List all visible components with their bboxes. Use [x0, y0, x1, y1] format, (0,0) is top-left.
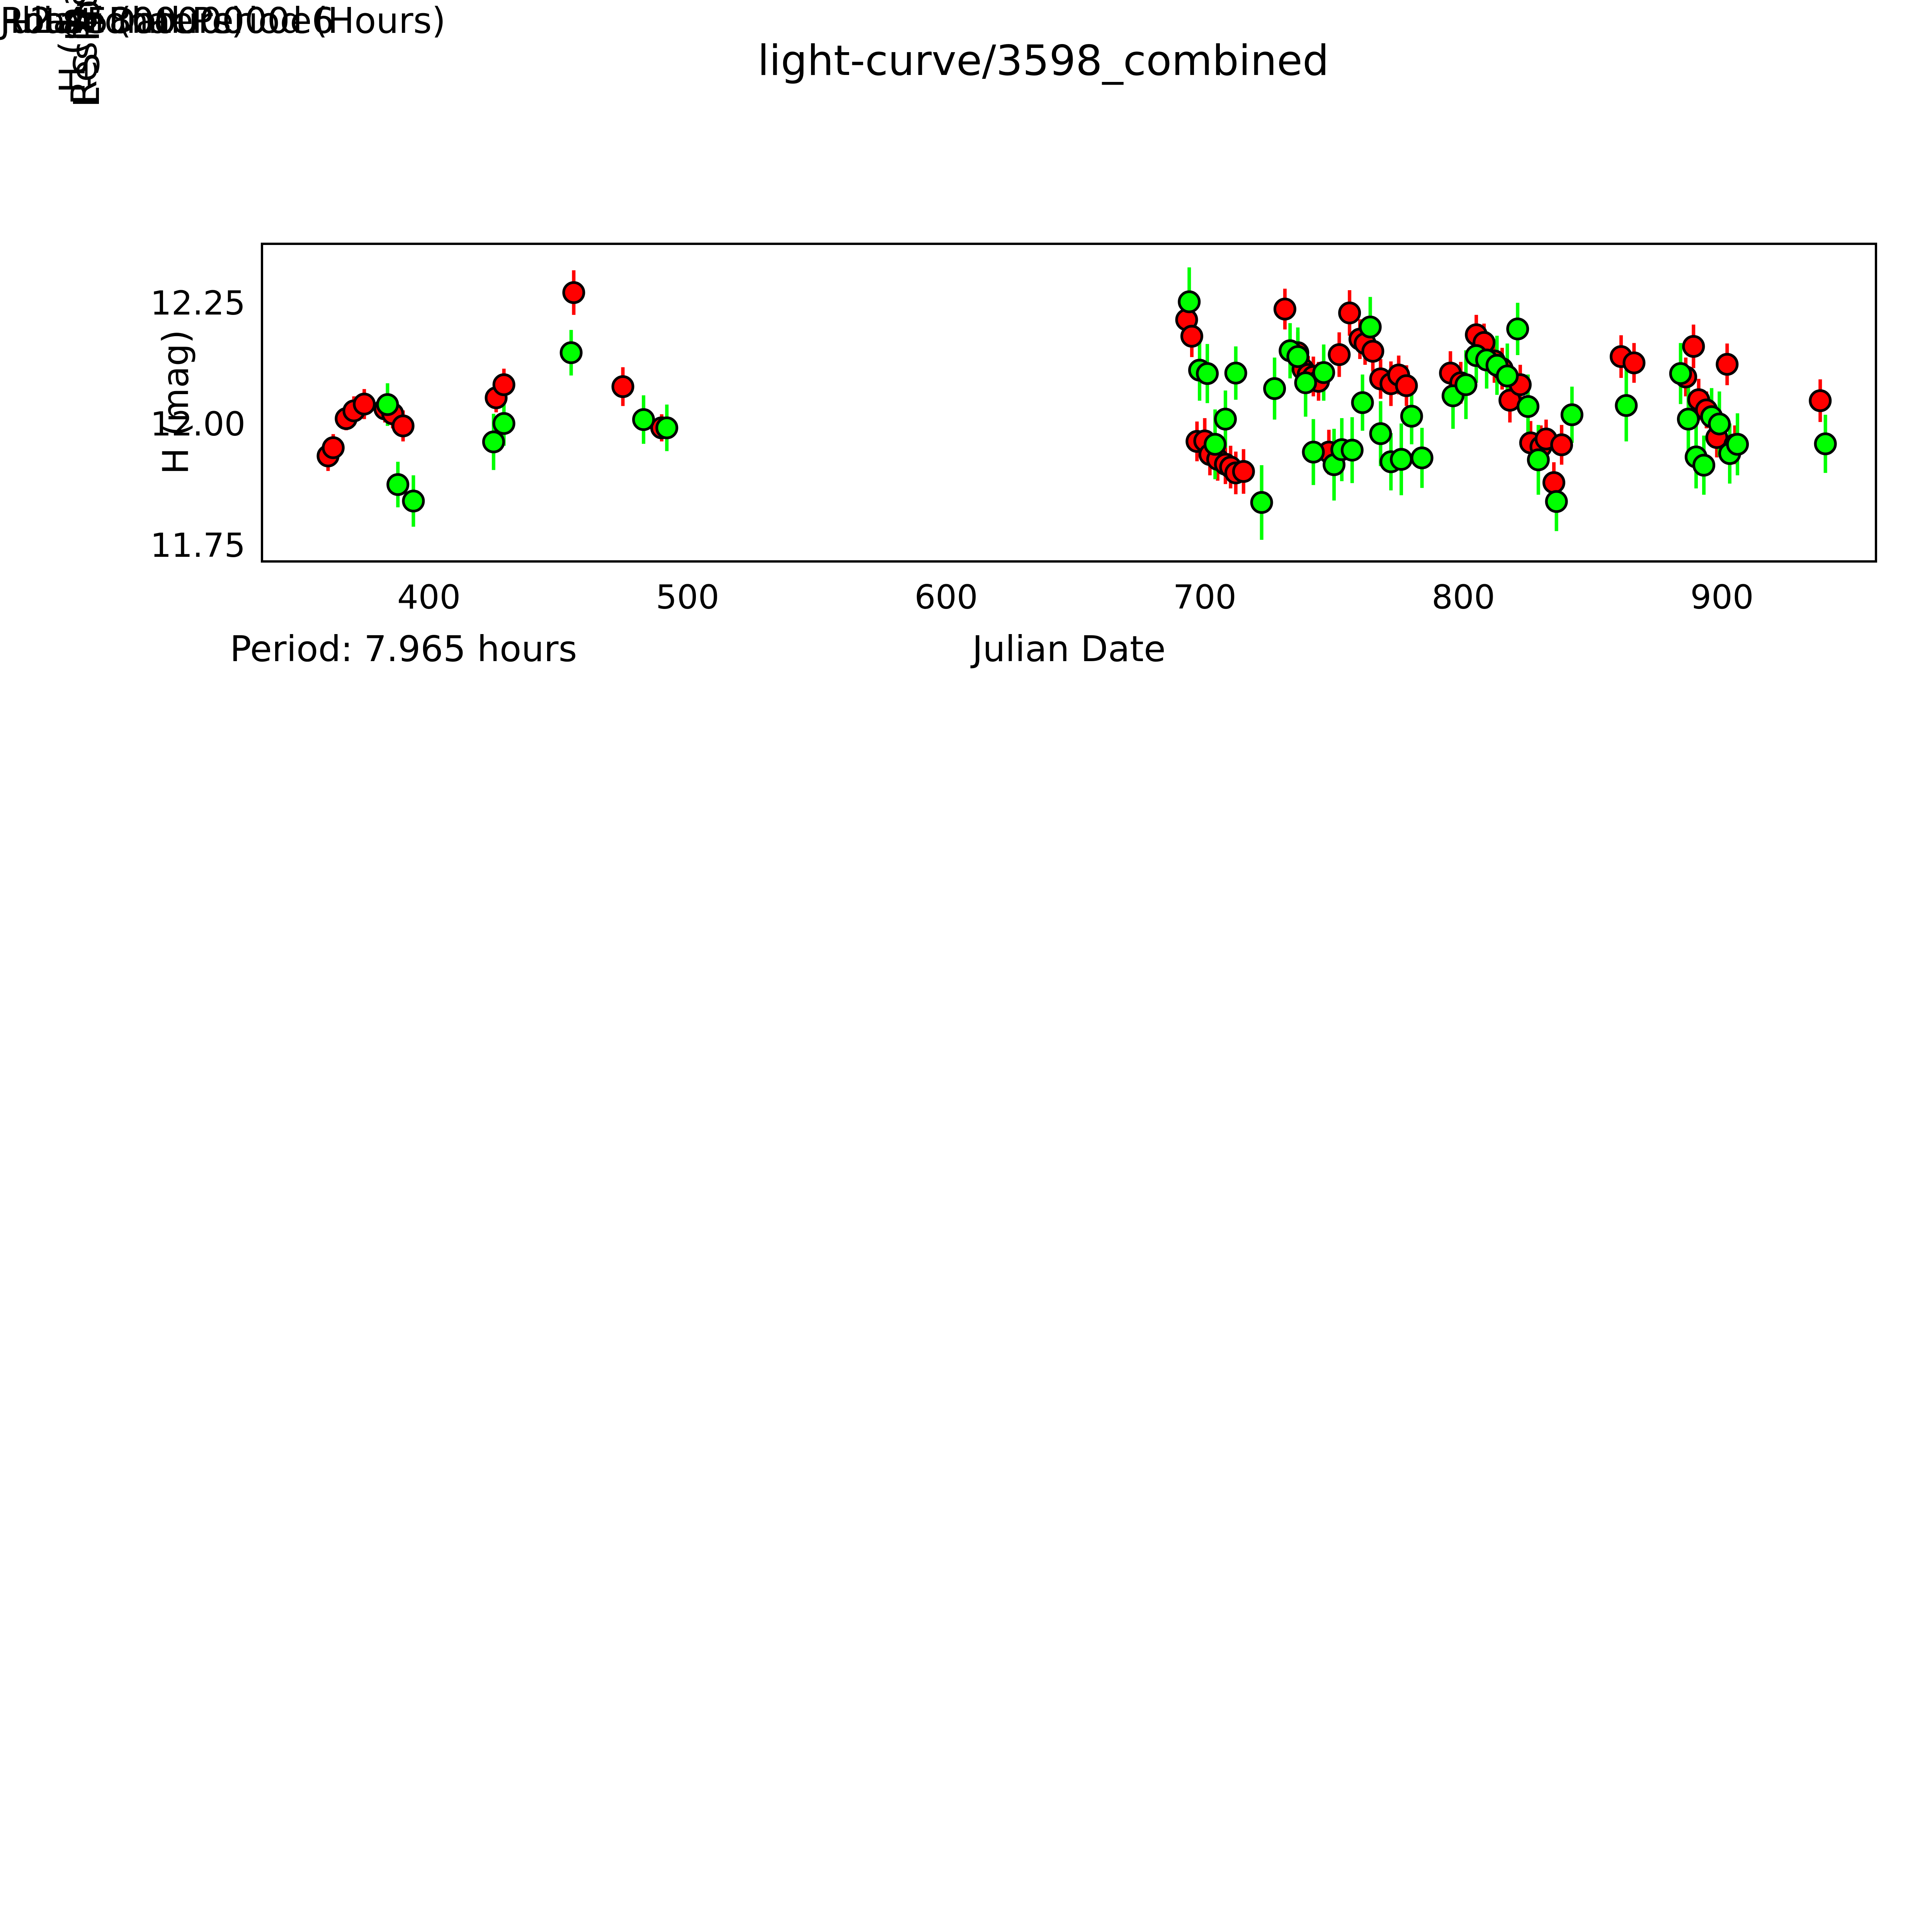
- axis-label-x-panel3: Phase (hours): [0, 0, 245, 41]
- panel-lightcurve-time: [261, 243, 1877, 563]
- x-offset-label-panel4: +2.4580000000e6: [0, 0, 335, 41]
- axis-label-x-panel1: Julian Date: [972, 628, 1166, 670]
- period-annotation: Period: 7.965 hours: [230, 628, 577, 670]
- axis-label-x-panel2: Rotational Period (Hours): [0, 0, 446, 41]
- axis-label-x-panel4: Julian Date: [0, 0, 194, 41]
- p1-ytick-1: 12.00: [150, 405, 246, 444]
- p1-ytick-2: 12.25: [150, 284, 246, 323]
- p1-xtick-400: 400: [397, 578, 461, 617]
- p1-xtick-700: 700: [1173, 578, 1237, 617]
- p1-xtick-900: 900: [1690, 578, 1754, 617]
- p1-xtick-800: 800: [1432, 578, 1495, 617]
- x-offset-label-panel1: +2.4580000000e6: [0, 0, 335, 41]
- page-title: light-curve/3598_combined: [757, 37, 1329, 85]
- p1-xtick-500: 500: [656, 578, 719, 617]
- p1-ytick-0: 11.75: [150, 526, 246, 565]
- p1-xtick-600: 600: [914, 578, 978, 617]
